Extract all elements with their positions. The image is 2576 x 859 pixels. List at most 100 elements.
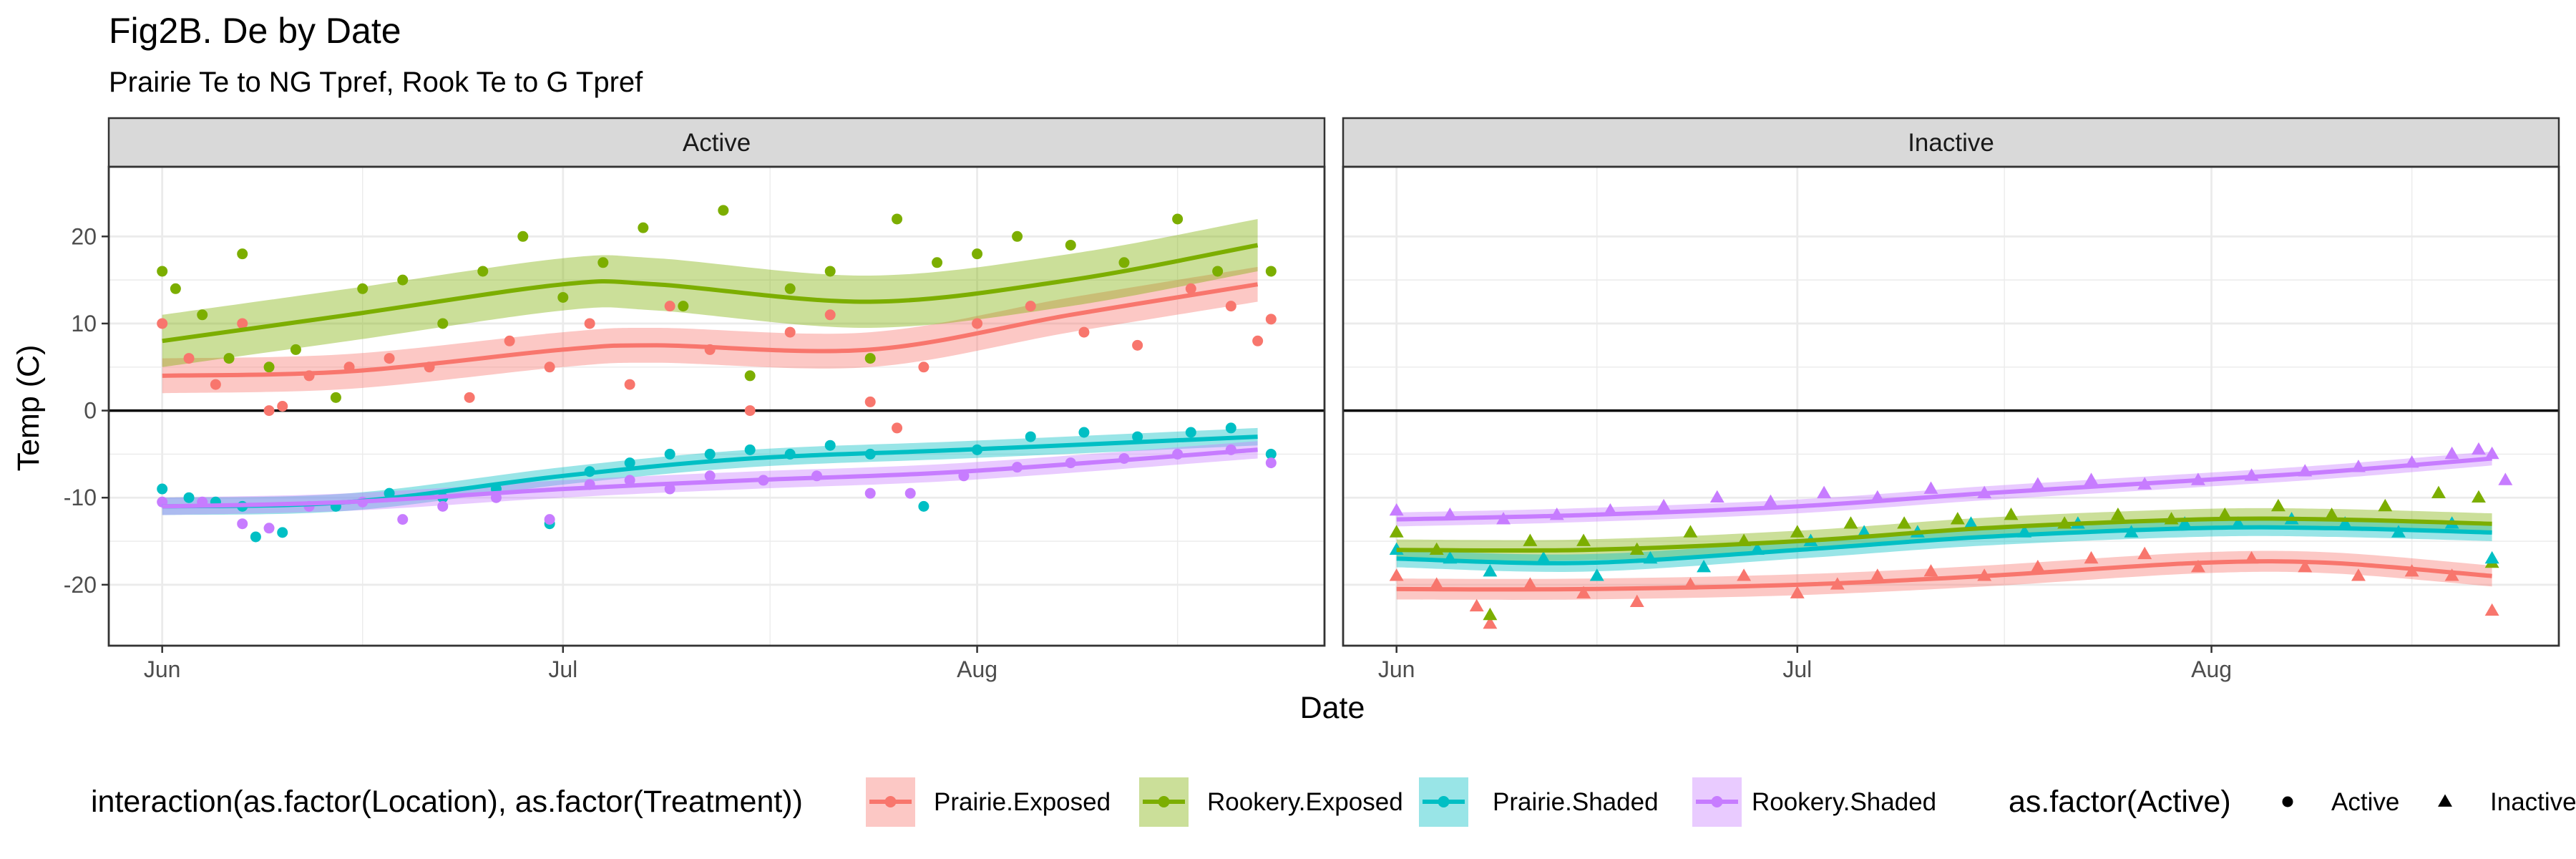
data-point-triangle xyxy=(2444,568,2459,581)
x-tick-label: Jun xyxy=(1378,656,1415,682)
legend-key-rookery-exposed: Rookery.Exposed xyxy=(1139,777,1403,827)
facet-strip-label: Active xyxy=(683,129,751,157)
trend-line-prairie-exposed xyxy=(1396,559,2492,592)
trend-line-rookery-shaded xyxy=(1396,456,2492,522)
data-point-circle xyxy=(1185,283,1196,294)
data-point-triangle xyxy=(1923,564,1938,577)
data-point-circle xyxy=(263,361,275,373)
legend-triangle-marker xyxy=(2438,794,2452,807)
data-point-triangle xyxy=(1737,568,1752,581)
legend-label: Prairie.Shaded xyxy=(1493,788,1659,816)
data-point-circle xyxy=(1078,427,1090,438)
color-legend-title: interaction(as.factor(Location), as.fact… xyxy=(91,785,803,819)
data-point-circle xyxy=(544,514,555,525)
data-point-triangle xyxy=(2004,508,2019,520)
data-point-circle xyxy=(263,523,275,534)
legend-label: Rookery.Exposed xyxy=(1207,788,1403,816)
data-point-circle xyxy=(157,483,168,495)
data-point-circle xyxy=(1212,266,1224,277)
data-point-circle xyxy=(330,392,341,403)
data-point-circle xyxy=(597,257,609,268)
trend-line-rookery-shaded xyxy=(162,447,1258,509)
data-point-triangle xyxy=(2084,472,2099,485)
data-point-circle xyxy=(1265,266,1277,277)
data-point-triangle xyxy=(2431,485,2446,498)
x-tick-label: Jul xyxy=(1782,656,1812,682)
data-point-circle xyxy=(972,248,983,260)
data-point-circle xyxy=(1225,422,1236,434)
data-point-circle xyxy=(237,318,248,329)
legend: interaction(as.factor(Location), as.fact… xyxy=(91,777,2576,827)
legend-key-prairie-shaded: Prairie.Shaded xyxy=(1419,777,1659,827)
facet-strip-label: Inactive xyxy=(1908,129,1994,157)
data-point-circle xyxy=(183,492,195,503)
trend-line-rookery-exposed xyxy=(162,243,1259,344)
data-point-circle xyxy=(437,318,449,329)
data-point-circle xyxy=(904,487,916,499)
legend-label: Prairie.Exposed xyxy=(934,788,1111,816)
data-point-circle xyxy=(824,266,836,277)
data-point-circle xyxy=(277,401,288,412)
data-point-triangle xyxy=(2484,446,2499,460)
data-point-circle xyxy=(437,500,449,512)
data-point-circle xyxy=(664,483,675,495)
data-point-triangle xyxy=(2324,508,2339,520)
data-point-circle xyxy=(290,344,301,355)
data-point-triangle xyxy=(1843,516,1858,529)
legend-key-prairie-exposed: Prairie.Exposed xyxy=(866,777,1111,827)
data-point-circle xyxy=(504,335,515,346)
data-point-circle xyxy=(864,353,876,364)
data-point-triangle xyxy=(2472,442,2486,455)
data-point-triangle xyxy=(2484,550,2499,564)
data-point-triangle xyxy=(2110,508,2125,520)
data-point-triangle xyxy=(1790,525,1805,538)
data-point-circle xyxy=(864,396,876,407)
data-point-circle xyxy=(824,309,836,321)
data-point-circle xyxy=(170,283,181,294)
data-point-circle xyxy=(918,500,930,512)
trend-lines xyxy=(1396,456,2492,592)
data-point-triangle xyxy=(1897,516,1912,529)
y-tick-label: 20 xyxy=(71,223,97,249)
trend-line-rookery-exposed xyxy=(1396,516,2492,553)
panel-inactive: Inactive Jun Jul Aug xyxy=(1342,117,2560,682)
data-point-circle xyxy=(584,318,595,329)
data-point-circle xyxy=(784,326,796,338)
y-axis-title: Temp (C) xyxy=(11,345,46,472)
data-point-circle xyxy=(263,405,275,417)
data-point-circle xyxy=(1025,431,1036,442)
facet-strip xyxy=(1342,117,2560,168)
trend-lines xyxy=(162,243,1259,509)
x-tick-label: Aug xyxy=(957,656,997,682)
data-point-circle xyxy=(784,283,796,294)
data-point-circle xyxy=(397,514,409,525)
x-axis-title: Date xyxy=(1300,691,1365,725)
data-point-triangle xyxy=(2351,568,2366,581)
data-point-circle xyxy=(1185,427,1196,438)
legend-label: Rookery.Shaded xyxy=(1752,788,1936,816)
legend-point xyxy=(1158,796,1170,807)
legend-label: Inactive xyxy=(2490,788,2576,816)
panel-border xyxy=(107,165,1326,647)
data-point-triangle xyxy=(1683,525,1698,538)
data-point-circle xyxy=(932,257,943,268)
panel-active: Active Jun Jul Aug -20 -10 0 10 20 xyxy=(64,117,1326,682)
data-point-circle xyxy=(397,274,409,286)
data-point-circle xyxy=(1265,457,1277,469)
data-point-circle xyxy=(1065,239,1076,251)
data-point-circle xyxy=(357,283,369,294)
data-point-triangle xyxy=(1697,560,1712,573)
data-point-circle xyxy=(210,379,221,390)
y-tick-label: -10 xyxy=(64,485,97,510)
data-point-triangle xyxy=(1950,512,1965,525)
data-point-triangle xyxy=(2030,560,2045,573)
data-point-circle xyxy=(544,361,555,373)
data-point-triangle xyxy=(1429,577,1444,590)
data-point-triangle xyxy=(1523,533,1538,546)
data-point-triangle xyxy=(1763,494,1778,508)
data-point-circle xyxy=(1118,257,1130,268)
data-point-circle xyxy=(1012,230,1023,242)
data-point-circle xyxy=(1252,335,1264,346)
data-point-triangle xyxy=(2137,546,2152,560)
data-point-triangle xyxy=(2190,560,2205,573)
